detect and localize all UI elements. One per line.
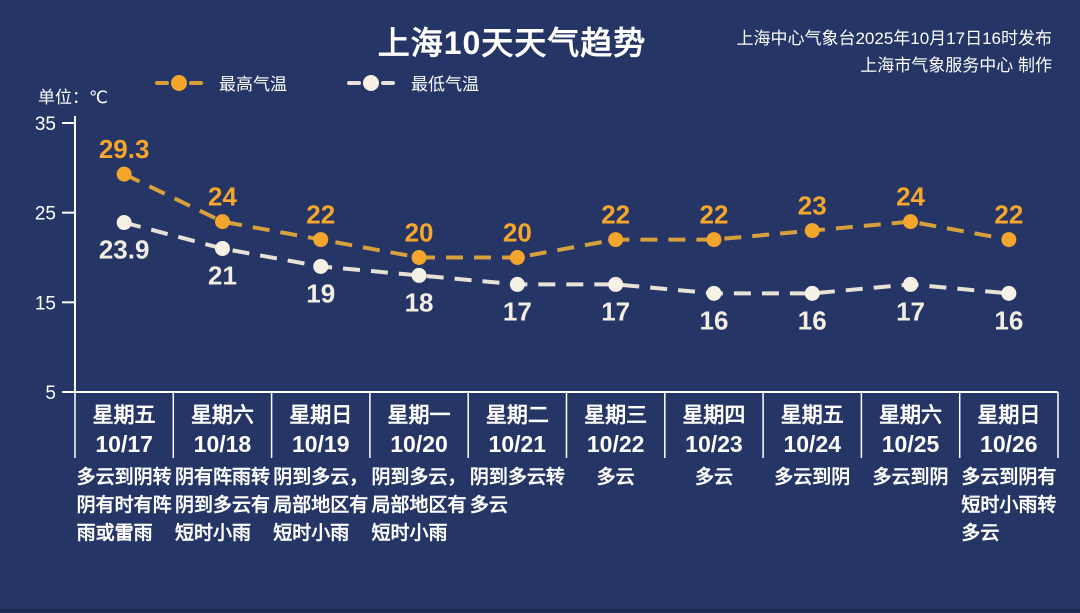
high-temp-point xyxy=(411,250,427,265)
high-temp-value-label: 29.3 xyxy=(99,134,150,164)
high-temp-value-label: 22 xyxy=(601,200,630,230)
high-temp-value-label: 24 xyxy=(208,182,237,212)
bottom-border xyxy=(0,609,1080,613)
low-temp-point xyxy=(411,267,427,283)
y-tick-label: 5 xyxy=(45,383,56,404)
high-temp-value-label: 22 xyxy=(699,200,728,230)
low-temp-point xyxy=(214,241,230,257)
high-temp-point xyxy=(214,214,230,230)
high-temp-value-label: 20 xyxy=(503,218,532,248)
low-temp-value-label: 17 xyxy=(896,296,925,326)
high-temp-point xyxy=(706,232,722,248)
high-temp-point xyxy=(608,232,624,248)
high-temp-value-label: 22 xyxy=(306,200,335,230)
high-temp-point xyxy=(903,214,919,230)
low-temp-value-label: 21 xyxy=(208,261,237,291)
high-temp-value-label: 22 xyxy=(994,200,1023,230)
high-temp-point xyxy=(509,250,525,265)
legend-item-high: 最高气温 xyxy=(155,70,287,95)
low-temp-point xyxy=(706,285,722,301)
unit-label: 单位：℃ xyxy=(38,88,109,107)
low-temp-value-label: 16 xyxy=(798,305,827,335)
legend-low-label: 最低气温 xyxy=(411,75,479,94)
high-temp-line xyxy=(123,172,1010,260)
issued-line2: 上海市气象服务中心 制作 xyxy=(860,56,1052,75)
low-temp-point xyxy=(804,285,820,301)
low-temp-value-label: 17 xyxy=(503,296,532,326)
low-temp-point xyxy=(608,276,624,292)
high-temp-point xyxy=(804,223,820,239)
y-tick-label: 35 xyxy=(35,114,56,135)
low-temp-value-label: 16 xyxy=(699,305,728,335)
low-temp-value-label: 16 xyxy=(994,305,1023,335)
high-temp-point xyxy=(313,232,329,248)
low-temp-value-label: 19 xyxy=(306,278,335,308)
low-temp-line xyxy=(123,220,1010,296)
high-temp-value-label: 24 xyxy=(896,182,925,212)
low-temp-point xyxy=(116,215,132,231)
high-temp-marker-icon xyxy=(155,74,203,92)
low-temp-point xyxy=(313,258,329,274)
high-temp-point xyxy=(116,166,132,182)
high-temp-point xyxy=(1001,232,1017,248)
y-tick-label: 25 xyxy=(35,204,56,225)
y-tick-label: 15 xyxy=(35,293,56,314)
low-temp-value-label: 17 xyxy=(601,296,630,326)
issued-info: 上海中心气象台2025年10月17日16时发布 上海市气象服务中心 制作 xyxy=(736,25,1052,79)
legend-high-label: 最高气温 xyxy=(219,75,287,94)
high-temp-value-label: 23 xyxy=(798,191,827,221)
low-temp-value-label: 18 xyxy=(405,287,434,317)
low-temp-value-label: 23.9 xyxy=(99,235,150,265)
issued-line1: 上海中心气象台2025年10月17日16时发布 xyxy=(736,29,1052,48)
legend: 最高气温 最低气温 xyxy=(155,70,479,95)
low-temp-point xyxy=(509,276,525,292)
page-title: 上海10天天气趋势 xyxy=(377,25,647,61)
low-temp-marker-icon xyxy=(347,74,395,92)
high-temp-value-label: 20 xyxy=(405,218,434,248)
low-temp-point xyxy=(1001,285,1017,301)
low-temp-point xyxy=(903,276,919,292)
legend-item-low: 最低气温 xyxy=(347,70,479,95)
